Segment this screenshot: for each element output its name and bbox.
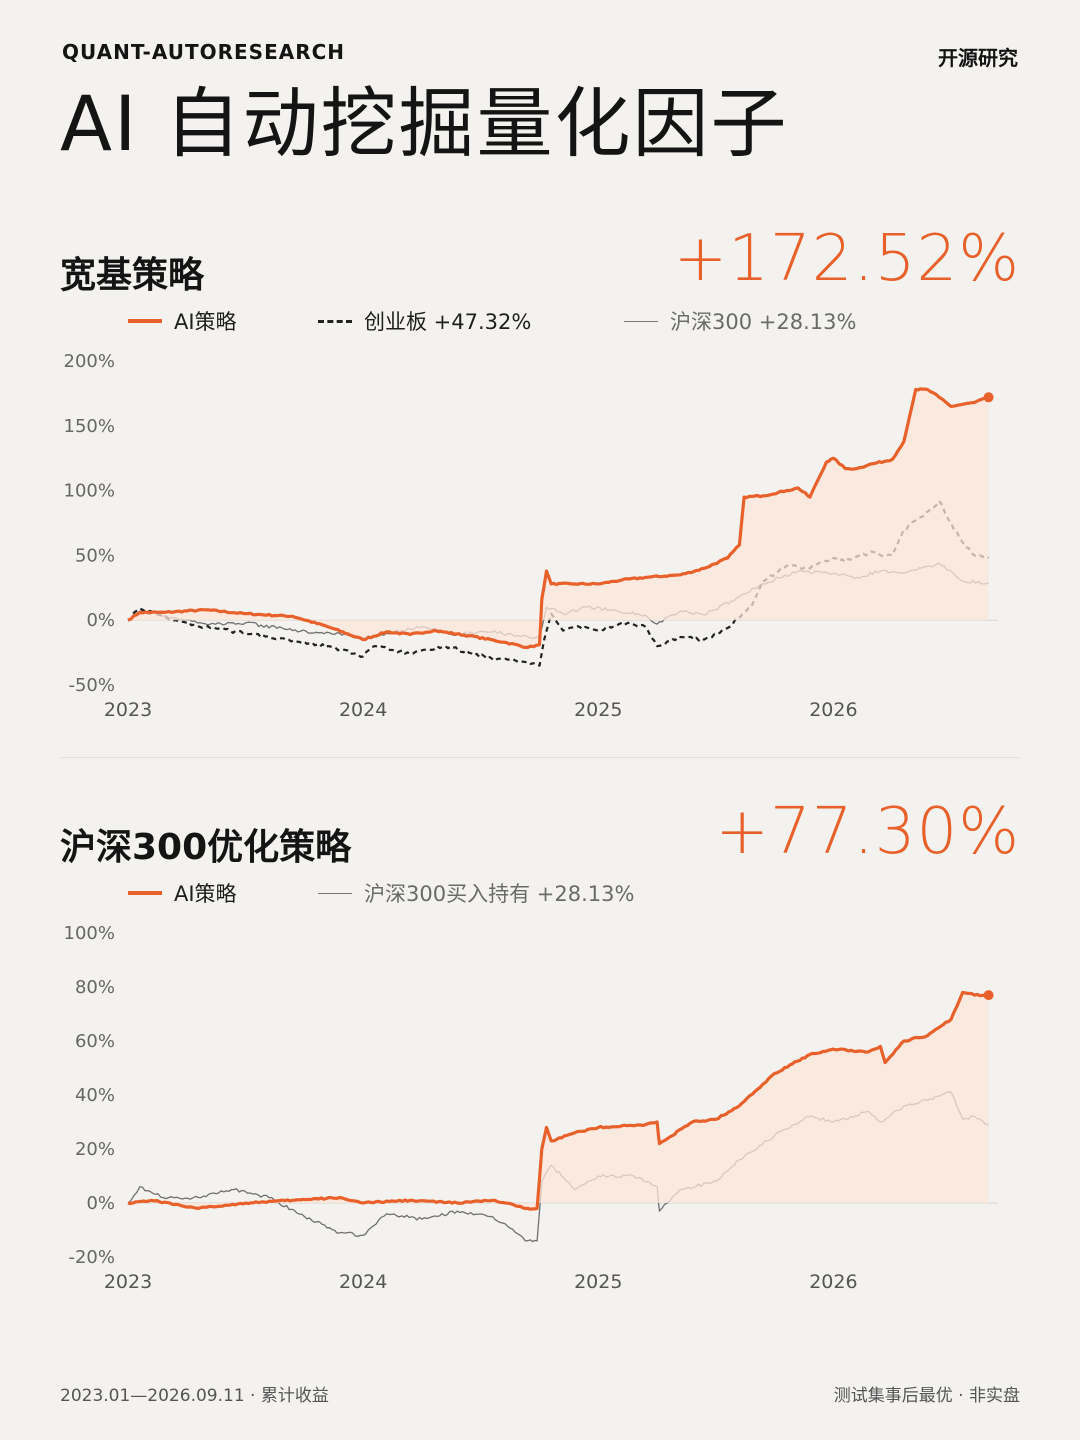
- series-line-ai: [127, 990, 989, 1211]
- x-tick-label: 2026: [809, 1271, 857, 1293]
- legend-label: 沪深300 +28.13%: [670, 310, 857, 334]
- y-tick-label: 100%: [64, 923, 115, 944]
- chart-broad-strategy: 200% 150% 100% 50% 0% -50% 2023 2024 2025 2026: [64, 351, 998, 721]
- x-tick-label: 2023: [104, 699, 152, 721]
- legend-swatch-thin: [318, 892, 352, 894]
- y-tick-label: 20%: [75, 1139, 115, 1160]
- page-title: AI 自动挖掘量化因子: [60, 79, 789, 168]
- legend-label: AI策略: [174, 882, 237, 906]
- y-tick-label: 0%: [86, 610, 115, 631]
- legend-swatch-orange: [128, 319, 162, 323]
- section-divider: [60, 757, 1020, 758]
- legend-swatch-orange: [128, 891, 162, 895]
- source-label: 开源研究: [938, 46, 1018, 70]
- x-tick-label: 2025: [574, 699, 622, 721]
- y-tick-label: -20%: [68, 1247, 115, 1268]
- section-return-broad: +172.52%: [673, 222, 1020, 296]
- legend-label: 沪深300买入持有 +28.13%: [364, 882, 635, 906]
- end-point-marker: [983, 990, 994, 1001]
- x-tick-label: 2025: [574, 1271, 622, 1293]
- y-tick-label: 40%: [75, 1085, 115, 1106]
- legend-chinext: 创业板 +47.32%: [318, 306, 531, 336]
- y-tick-label: 50%: [75, 545, 115, 566]
- x-tick-label: 2024: [339, 1271, 387, 1293]
- legend-csi300-hold: 沪深300买入持有 +28.13%: [318, 878, 634, 908]
- y-tick-label: 0%: [86, 1193, 115, 1214]
- x-tick-label: 2023: [104, 1271, 152, 1293]
- footer-disclaimer: 测试集事后最优 · 非实盘: [833, 1386, 1020, 1406]
- x-tick-label: 2024: [339, 699, 387, 721]
- x-tick-label: 2026: [809, 699, 857, 721]
- brand-label: QUANT-AUTORESEARCH: [62, 40, 346, 64]
- section-title-broad: 宽基策略: [60, 255, 205, 296]
- chart-csi300-strategy: 100% 80% 60% 40% 20% 0% -20% 2023 2024 2025 2026: [64, 923, 998, 1293]
- legend-ai: AI策略: [128, 878, 237, 908]
- legend-label: AI策略: [174, 310, 237, 334]
- section-return-csi300: +77.30%: [715, 795, 1020, 869]
- legend-swatch-thin: [624, 320, 658, 322]
- legend-label: 创业板 +47.32%: [364, 310, 532, 334]
- end-point-marker: [983, 392, 994, 403]
- legend-csi300: 沪深300 +28.13%: [624, 306, 856, 336]
- y-tick-label: 200%: [64, 351, 115, 372]
- legend-swatch-dashed: [318, 319, 352, 323]
- legend-ai: AI策略: [128, 306, 237, 336]
- y-tick-label: 150%: [64, 416, 115, 437]
- ai-area-fill: [128, 388, 989, 648]
- section-title-csi300: 沪深300优化策略: [60, 827, 352, 868]
- y-tick-label: 80%: [75, 977, 115, 998]
- ai-area-fill: [128, 992, 989, 1210]
- footer-date-range: 2023.01—2026.09.11 · 累计收益: [60, 1386, 329, 1406]
- y-tick-label: 100%: [64, 481, 115, 502]
- y-tick-label: -50%: [68, 675, 115, 696]
- y-tick-label: 60%: [75, 1031, 115, 1052]
- series-line-ai: [127, 387, 989, 649]
